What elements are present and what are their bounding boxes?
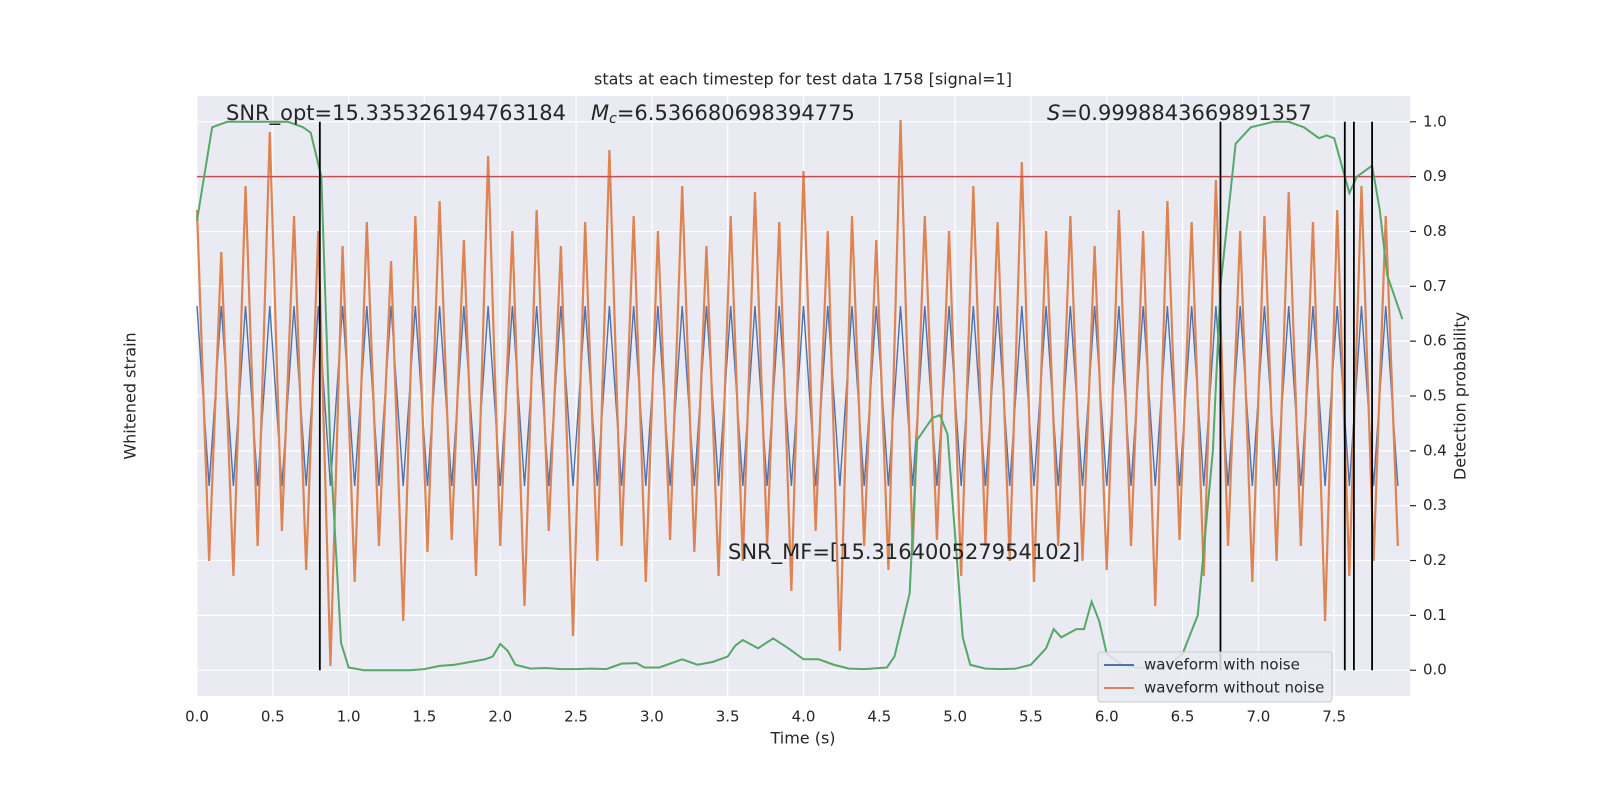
y2-tick-label: 0.3	[1423, 496, 1447, 514]
x-tick-label: 7.5	[1322, 708, 1346, 726]
y2-tick-label: 0.0	[1423, 661, 1447, 679]
annotation-subscript: c	[609, 111, 617, 127]
legend-label: waveform without noise	[1144, 679, 1324, 697]
y2-tick-label: 0.8	[1423, 222, 1447, 240]
annotation: SNR_opt=15.335326194763184	[226, 101, 566, 126]
x-tick-label: 4.5	[867, 708, 891, 726]
x-tick-label: 4.0	[792, 708, 816, 726]
x-tick-label: 3.0	[640, 708, 664, 726]
x-tick-label: 6.5	[1171, 708, 1195, 726]
legend-box	[1097, 651, 1333, 703]
y2-tick-label: 0.5	[1423, 387, 1447, 405]
annotation-symbol: S	[1047, 101, 1060, 125]
y2-tick-label: 1.0	[1423, 112, 1447, 130]
x-tick-label: 7.0	[1246, 708, 1270, 726]
x-tick-label: 5.0	[943, 708, 967, 726]
y2-tick-label: 0.4	[1423, 441, 1447, 459]
y2-tick-label: 0.2	[1423, 551, 1447, 569]
waveform-line	[195, 119, 1399, 667]
y2-axis-label: Detection probability	[1451, 312, 1470, 480]
y-axis-label: Whitened strain	[121, 332, 140, 459]
legend: waveform with noise waveform without nois…	[1097, 651, 1333, 703]
annotation: S=0.9998843669891357	[1047, 101, 1312, 125]
x-tick-label: 5.5	[1019, 708, 1043, 726]
y2-tick-label: 0.6	[1423, 332, 1447, 350]
chart-title: stats at each timestep for test data 175…	[594, 70, 1012, 89]
x-tick-label: 1.5	[413, 708, 437, 726]
x-tick-label: 6.0	[1095, 708, 1119, 726]
annotation-value: =6.536680698394775	[617, 101, 855, 125]
marks	[195, 119, 1410, 672]
x-axis-label: Time (s)	[769, 729, 835, 748]
probability-line	[196, 120, 1404, 672]
legend-label: waveform with noise	[1144, 656, 1300, 674]
annotation-symbol: M	[591, 101, 609, 125]
x-tick-label: 0.0	[185, 708, 209, 726]
x-tick-label: 1.0	[337, 708, 361, 726]
annotation: Mc=6.536680698394775	[591, 101, 855, 127]
y2-tick-label: 0.7	[1423, 277, 1447, 295]
x-tick-label: 2.5	[564, 708, 588, 726]
y2-tick-label: 0.1	[1423, 606, 1447, 624]
annotation: SNR_MF=[15.316400527954102]	[728, 540, 1080, 565]
x-tick-label: 3.5	[716, 708, 740, 726]
annotation-value: =0.9998843669891357	[1060, 101, 1311, 125]
x-tick-label: 2.0	[488, 708, 512, 726]
y2-tick-label: 0.9	[1423, 167, 1447, 185]
x-tick-label: 0.5	[261, 708, 285, 726]
